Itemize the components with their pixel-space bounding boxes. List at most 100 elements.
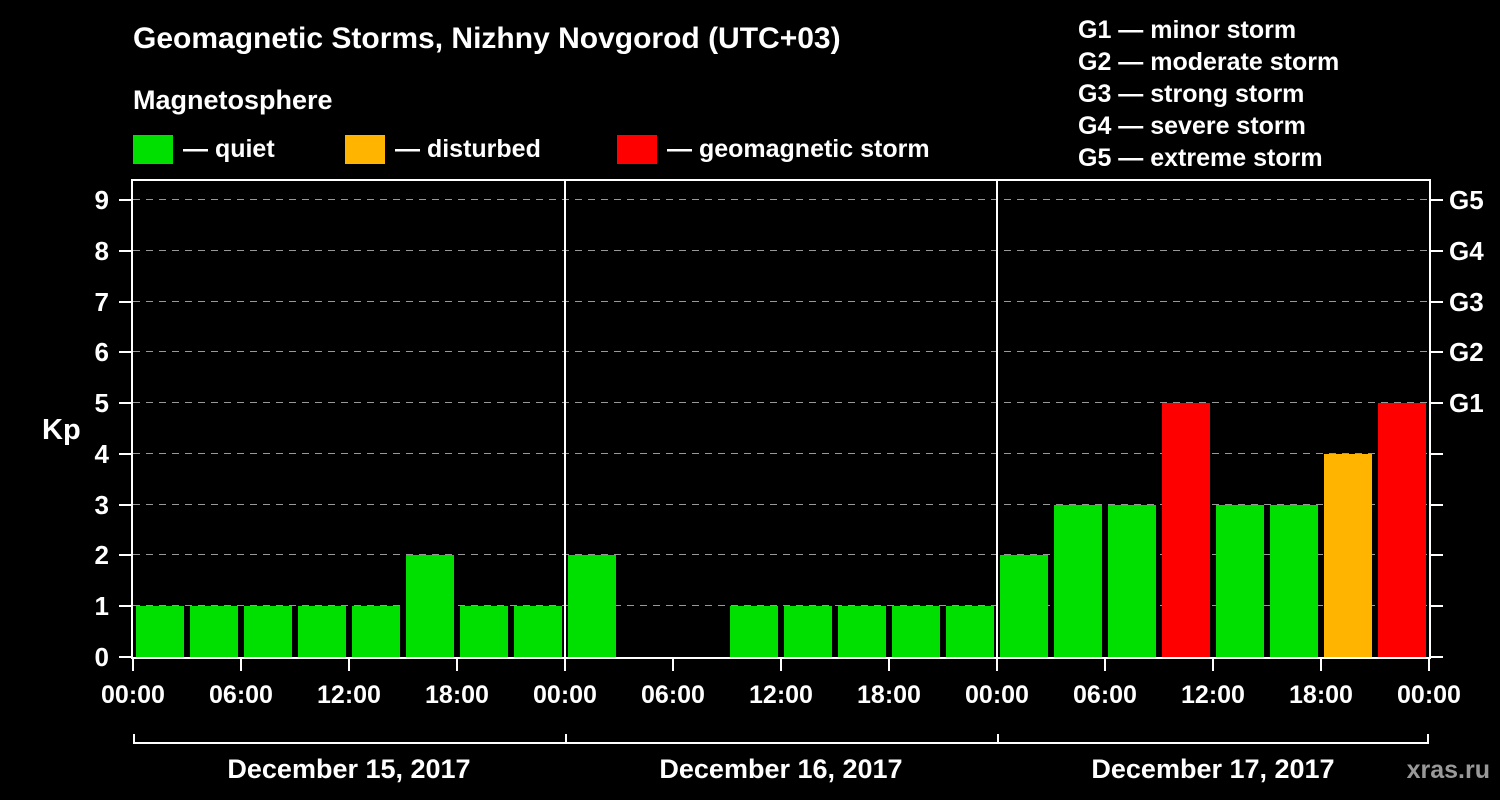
gridline-kp-8	[133, 249, 1429, 251]
x-tick	[456, 659, 458, 671]
x-axis-label: 06:00	[1073, 681, 1137, 709]
day-separator	[564, 181, 566, 657]
kp-bar	[1378, 403, 1426, 657]
y-tick-left	[119, 249, 131, 252]
y-axis-label: 1	[94, 591, 109, 622]
x-axis-label: 06:00	[641, 681, 705, 709]
y-tick-right	[1431, 402, 1443, 405]
y-tick-right	[1431, 199, 1443, 201]
y-axis-label: 3	[94, 489, 109, 520]
y-tick-left	[119, 300, 131, 303]
y-axis-label: 2	[94, 540, 109, 571]
x-axis-label: 12:00	[749, 681, 813, 709]
y-axis-label: 6	[94, 337, 109, 368]
y-tick-right	[1431, 300, 1443, 303]
y-tick-left	[119, 351, 131, 354]
disturbed-swatch	[345, 134, 385, 164]
gridline-kp-2	[133, 554, 1429, 556]
date-label: December 16, 2017	[659, 754, 903, 784]
g-legend-line-2: G2 — moderate storm	[1078, 48, 1340, 76]
kp-bar	[1162, 403, 1210, 657]
gridline-kp-9	[133, 199, 1429, 200]
y-axis-label: 7	[94, 286, 109, 317]
kp-bar	[730, 606, 778, 657]
y-tick-left	[119, 503, 131, 506]
kp-bar	[568, 555, 616, 657]
legend-item-quiet: — quiet	[133, 133, 275, 165]
x-tick	[780, 659, 782, 671]
kp-bar	[514, 606, 562, 657]
kp-bar	[460, 606, 508, 657]
x-tick	[996, 659, 998, 671]
kp-bar	[892, 606, 940, 657]
y-tick-right	[1431, 503, 1443, 506]
x-axis-label: 12:00	[317, 681, 381, 709]
x-tick	[1428, 659, 1430, 671]
kp-bar	[190, 606, 238, 657]
watermark: xras.ru	[1406, 756, 1490, 784]
day-bracket-tick	[1427, 734, 1429, 744]
y-axis-label: 0	[94, 642, 109, 672]
g-axis-label: G5	[1449, 185, 1484, 215]
x-tick	[1104, 659, 1106, 671]
y-tick-left	[119, 656, 131, 658]
g-legend-line-1: G1 — minor storm	[1078, 16, 1297, 44]
day-bracket-line	[133, 742, 1429, 744]
kp-bar	[352, 606, 400, 657]
kp-bar	[406, 555, 454, 657]
storm-swatch	[617, 134, 657, 164]
gridline-kp-6	[133, 351, 1429, 353]
kp-axis-label: Kp	[42, 414, 81, 446]
kp-bar	[784, 606, 832, 657]
plot-border	[131, 179, 1431, 659]
y-tick-right	[1431, 351, 1443, 354]
x-tick	[348, 659, 350, 671]
gridline-kp-5	[133, 402, 1429, 404]
magnetosphere-label: Magnetosphere	[133, 85, 333, 115]
x-axis-label: 00:00	[1397, 681, 1461, 709]
y-tick-right	[1431, 452, 1443, 455]
kp-bar	[1108, 504, 1156, 657]
y-axis-label: 5	[94, 388, 109, 419]
date-label: December 15, 2017	[227, 754, 471, 784]
y-tick-left	[119, 605, 131, 608]
day-bracket-tick	[133, 734, 135, 744]
g-axis-label: G4	[1449, 235, 1484, 266]
date-label: December 17, 2017	[1091, 754, 1335, 784]
kp-bar	[298, 606, 346, 657]
x-axis-label: 18:00	[1289, 681, 1353, 709]
kp-bar	[136, 606, 184, 657]
x-axis-label: 18:00	[857, 681, 921, 709]
kp-bar	[838, 606, 886, 657]
y-axis-label: 9	[94, 185, 109, 215]
kp-bar	[1216, 504, 1264, 657]
kp-bar	[1270, 504, 1318, 657]
y-tick-left	[119, 452, 131, 455]
gridline-kp-3	[133, 503, 1429, 505]
kp-bar	[946, 606, 994, 657]
g-scale-legend: G1 — minor storm G2 — moderate storm G3 …	[1078, 14, 1339, 174]
x-tick	[132, 659, 134, 671]
chart-title: Geomagnetic Storms, Nizhny Novgorod (UTC…	[133, 22, 841, 55]
x-axis-label: 00:00	[101, 681, 165, 709]
y-tick-right	[1431, 605, 1443, 608]
disturbed-label: — disturbed	[395, 134, 541, 163]
kp-bar	[1054, 504, 1102, 657]
g-axis-label: G2	[1449, 337, 1484, 368]
x-tick	[888, 659, 890, 671]
x-axis-label: 00:00	[533, 681, 597, 709]
gridline-kp-4	[133, 452, 1429, 454]
y-tick-right	[1431, 656, 1443, 658]
g-legend-line-5: G5 — extreme storm	[1078, 144, 1323, 172]
storm-label: — geomagnetic storm	[667, 134, 930, 163]
y-tick-left	[119, 402, 131, 405]
y-axis-label: 4	[94, 438, 109, 469]
g-axis-label: G1	[1449, 388, 1484, 419]
g-axis-label: G3	[1449, 286, 1484, 317]
y-tick-left	[119, 199, 131, 201]
x-tick	[564, 659, 566, 671]
y-tick-left	[119, 554, 131, 557]
quiet-swatch	[133, 134, 173, 164]
x-tick	[240, 659, 242, 671]
